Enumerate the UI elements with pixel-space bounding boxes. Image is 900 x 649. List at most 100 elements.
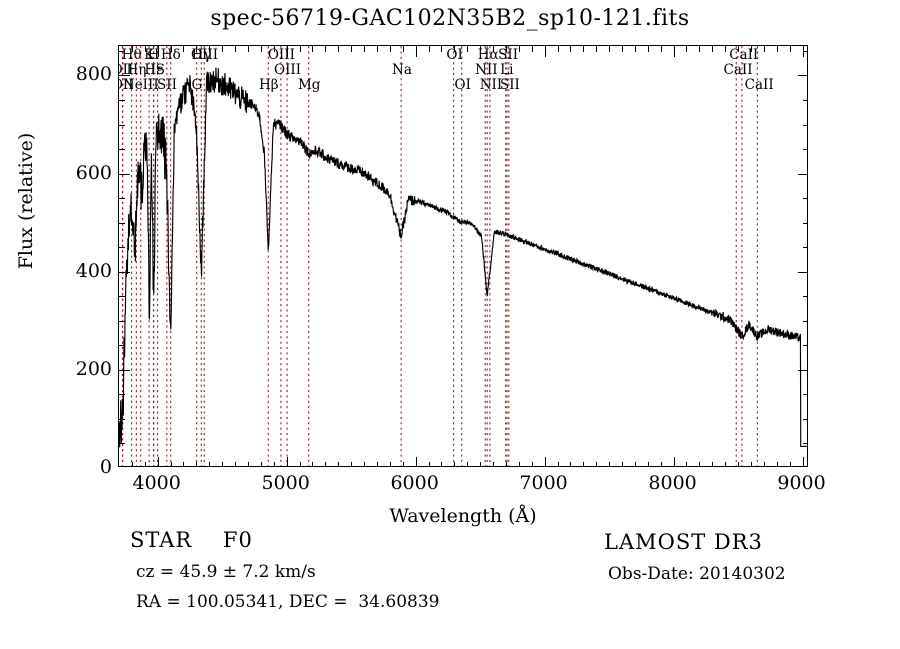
axis-tick: [544, 457, 546, 466]
axis-tick: [803, 320, 807, 322]
spectral-line-label: NII: [479, 77, 503, 93]
x-tick-label: 6000: [390, 472, 439, 494]
axis-tick: [338, 462, 340, 466]
spectral-line-label: Li: [500, 62, 514, 78]
axis-tick: [803, 124, 807, 126]
axis-tick: [544, 46, 546, 57]
redshift-velocity: cz = 45.9 ± 7.2 km/s: [136, 562, 316, 582]
axis-tick: [776, 462, 778, 466]
axis-tick: [119, 320, 125, 322]
y-tick-label: 800: [75, 63, 112, 86]
axis-tick: [467, 462, 469, 466]
axis-tick: [222, 462, 224, 466]
axis-tick: [673, 46, 675, 57]
axis-tick: [570, 462, 572, 466]
axis-tick: [170, 46, 172, 52]
x-tick-label: 9000: [777, 472, 826, 494]
x-tick-label: 4000: [132, 472, 181, 494]
axis-tick: [518, 462, 520, 466]
spectral-line-label: OII: [119, 77, 134, 93]
axis-tick: [157, 457, 159, 466]
spectral-line-label: Hγ: [191, 47, 212, 63]
axis-tick: [802, 457, 804, 466]
spectral-line-label: Hα: [477, 47, 499, 63]
axis-tick: [183, 462, 185, 466]
spectral-line-label: Mg: [297, 77, 321, 93]
spectral-line-label: CaII: [723, 62, 753, 78]
axis-tick: [647, 46, 649, 52]
spectral-line-label: IS: [150, 62, 165, 78]
axis-tick: [738, 46, 740, 52]
axis-tick: [609, 46, 611, 52]
axis-tick: [686, 462, 688, 466]
axis-tick: [609, 462, 611, 466]
footer-info: STAR F0 cz = 45.9 ± 7.2 km/s RA = 100.05…: [0, 528, 900, 648]
x-tick-label: 8000: [648, 472, 697, 494]
axis-tick: [119, 222, 125, 224]
coordinates: RA = 100.05341, DEC = 34.60839: [136, 592, 440, 612]
y-axis-ticks: 0 200 400 600 800: [52, 45, 112, 478]
axis-tick: [428, 46, 430, 52]
object-class-label: STAR F0: [130, 528, 253, 552]
y-axis-label: Flux (relative): [15, 132, 37, 270]
axis-tick: [686, 46, 688, 52]
axis-tick: [144, 46, 146, 52]
axis-tick: [312, 462, 314, 466]
axis-tick: [376, 462, 378, 466]
axis-tick: [441, 462, 443, 466]
axis-tick: [312, 46, 314, 52]
axis-tick: [673, 457, 675, 466]
axis-tick: [235, 46, 237, 52]
axis-tick: [531, 46, 533, 52]
axis-tick: [338, 46, 340, 52]
axis-tick: [131, 46, 133, 52]
spectral-line-label: Hδ: [160, 47, 181, 63]
axis-tick: [531, 462, 533, 466]
axis-tick: [493, 462, 495, 466]
spectral-line-label: SII: [499, 77, 520, 93]
axis-tick: [789, 462, 791, 466]
axis-tick: [247, 46, 249, 52]
axis-tick: [634, 46, 636, 52]
page-title: spec-56719-GAC102N35B2_sp10-121.fits: [210, 6, 690, 31]
axis-tick: [803, 443, 807, 445]
y-tick-label: 200: [75, 357, 112, 380]
axis-tick: [798, 271, 807, 273]
axis-tick: [660, 462, 662, 466]
axis-tick: [798, 75, 807, 77]
axis-tick: [738, 462, 740, 466]
axis-tick: [119, 124, 125, 126]
axis-tick: [480, 46, 482, 52]
axis-tick: [803, 149, 807, 151]
spectral-line-label: K: [144, 47, 155, 63]
axis-tick: [428, 462, 430, 466]
y-tick-label: 600: [75, 161, 112, 184]
axis-tick: [803, 345, 807, 347]
spectral-line-label: CaII: [744, 77, 774, 93]
axis-tick: [144, 462, 146, 466]
axis-tick: [493, 46, 495, 52]
axis-tick: [247, 462, 249, 466]
axis-tick: [119, 296, 125, 298]
axis-tick: [776, 46, 778, 52]
axis-tick: [750, 46, 752, 52]
spectral-line-label: Hθ: [121, 47, 142, 63]
axis-tick: [505, 462, 507, 466]
x-tick-label: 7000: [519, 472, 568, 494]
axis-tick: [119, 198, 125, 200]
axis-tick: [712, 46, 714, 52]
spectral-line-label: NeIII: [122, 77, 159, 93]
axis-tick: [763, 46, 765, 52]
axis-tick: [286, 46, 288, 57]
spectral-line-label: Hη: [126, 62, 147, 78]
axis-tick: [364, 46, 366, 52]
axis-tick: [557, 462, 559, 466]
axis-tick: [621, 46, 623, 52]
axis-tick: [798, 173, 807, 175]
axis-tick: [596, 46, 598, 52]
spectral-line-label: OIII: [267, 47, 295, 63]
axis-tick: [750, 462, 752, 466]
axis-tick: [647, 462, 649, 466]
axis-tick: [209, 462, 211, 466]
